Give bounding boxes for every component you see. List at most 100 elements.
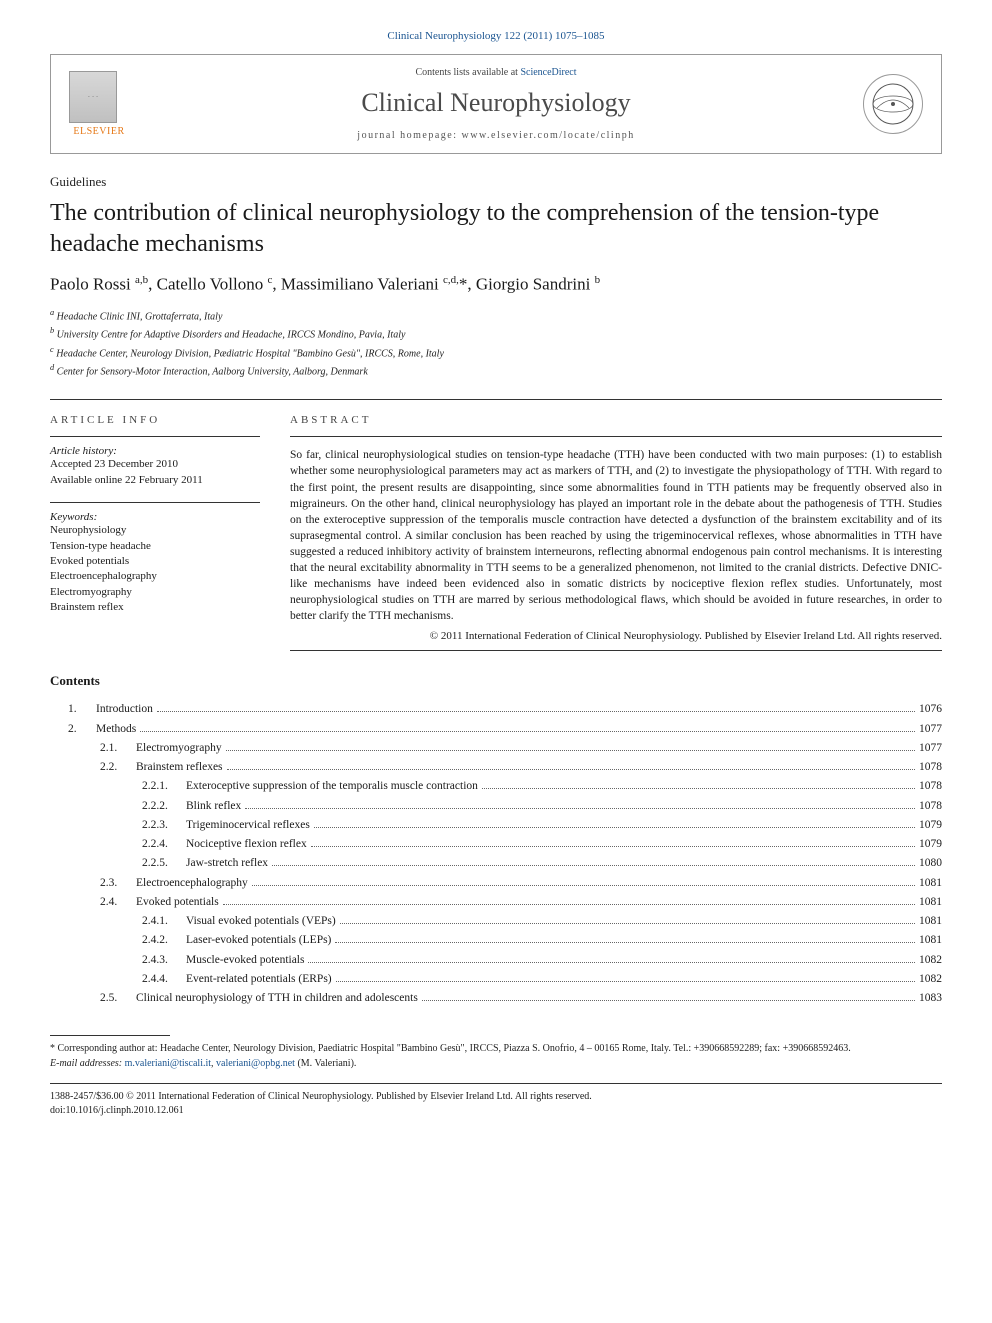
toc-entry[interactable]: 2.2.2.Blink reflex1078 <box>50 798 942 815</box>
toc-number: 2.2.3. <box>142 817 186 834</box>
toc-leader <box>314 827 915 828</box>
toc-number: 2.5. <box>100 990 136 1007</box>
affiliations: a Headache Clinic INI, Grottaferrata, It… <box>50 307 942 379</box>
keyword: Evoked potentials <box>50 554 260 569</box>
toc-number: 2.1. <box>100 740 136 757</box>
journal-header: · · · ELSEVIER Contents lists available … <box>50 54 942 154</box>
toc-number: 2.4.2. <box>142 932 186 949</box>
article-type: Guidelines <box>50 174 942 190</box>
toc-entry[interactable]: 2.4.2.Laser-evoked potentials (LEPs) 1081 <box>50 932 942 949</box>
affiliation-line: b University Centre for Adaptive Disorde… <box>50 325 942 342</box>
toc-entry[interactable]: 2.2.3.Trigeminocervical reflexes1079 <box>50 817 942 834</box>
toc-number: 2.2.4. <box>142 836 186 853</box>
contents-available-line: Contents lists available at ScienceDirec… <box>141 67 851 78</box>
abstract-column: ABSTRACT So far, clinical neurophysiolog… <box>290 414 942 651</box>
toc-page: 1077 <box>919 740 942 757</box>
toc-leader <box>340 923 915 924</box>
toc-entry[interactable]: 2.2.1.Exteroceptive suppression of the t… <box>50 778 942 795</box>
toc-entry[interactable]: 2.2.4.Nociceptive flexion reflex 1079 <box>50 836 942 853</box>
abstract-text: So far, clinical neurophysiological stud… <box>290 449 942 622</box>
toc-entry[interactable]: 2.Methods1077 <box>50 721 942 738</box>
keywords-label: Keywords: <box>50 511 260 523</box>
footer-info: 1388-2457/$36.00 © 2011 International Fe… <box>50 1090 942 1118</box>
keyword: Neurophysiology <box>50 523 260 538</box>
toc-leader <box>272 865 915 866</box>
toc-page: 1077 <box>919 721 942 738</box>
toc-entry[interactable]: 2.5.Clinical neurophysiology of TTH in c… <box>50 990 942 1007</box>
toc-page: 1078 <box>919 759 942 776</box>
toc-number: 2.4.4. <box>142 971 186 988</box>
toc-leader <box>308 962 915 963</box>
toc-label: Clinical neurophysiology of TTH in child… <box>136 990 418 1007</box>
email-link-2[interactable]: valeriani@opbg.net <box>216 1058 295 1069</box>
keyword: Brainstem reflex <box>50 600 260 615</box>
toc-number: 2.2. <box>100 759 136 776</box>
toc-number: 1. <box>68 701 96 718</box>
toc-entry[interactable]: 2.2.5.Jaw-stretch reflex 1080 <box>50 855 942 872</box>
toc-label: Methods <box>96 721 136 738</box>
toc-page: 1083 <box>919 990 942 1007</box>
toc-label: Jaw-stretch reflex <box>186 855 268 872</box>
toc-leader <box>157 711 915 712</box>
article-title: The contribution of clinical neurophysio… <box>50 198 942 260</box>
toc-page: 1078 <box>919 778 942 795</box>
toc-number: 2.4.1. <box>142 913 186 930</box>
email-link-1[interactable]: m.valeriani@tiscali.it <box>125 1058 211 1069</box>
toc-number: 2.4. <box>100 894 136 911</box>
toc-label: Laser-evoked potentials (LEPs) <box>186 932 331 949</box>
toc-label: Event-related potentials (ERPs) <box>186 971 332 988</box>
email-label: E-mail addresses: <box>50 1058 122 1069</box>
toc-entry[interactable]: 2.3.Electroencephalography1081 <box>50 875 942 892</box>
toc-page: 1079 <box>919 836 942 853</box>
toc-number: 2.2.2. <box>142 798 186 815</box>
affiliation-line: a Headache Clinic INI, Grottaferrata, It… <box>50 307 942 324</box>
toc-label: Introduction <box>96 701 153 718</box>
homepage-url[interactable]: www.elsevier.com/locate/clinph <box>462 130 635 141</box>
toc-page: 1082 <box>919 952 942 969</box>
toc-label: Nociceptive flexion reflex <box>186 836 307 853</box>
elsevier-tree-icon: · · · <box>69 71 117 123</box>
toc-entry[interactable]: 2.4.3.Muscle-evoked potentials1082 <box>50 952 942 969</box>
homepage-prefix: journal homepage: <box>357 130 461 141</box>
toc-label: Blink reflex <box>186 798 241 815</box>
affiliation-line: d Center for Sensory-Motor Interaction, … <box>50 362 942 379</box>
toc-entry[interactable]: 2.4.4.Event-related potentials (ERPs) 108… <box>50 971 942 988</box>
toc-leader <box>422 1000 915 1001</box>
header-citation: Clinical Neurophysiology 122 (2011) 1075… <box>50 30 942 42</box>
toc-label: Evoked potentials <box>136 894 219 911</box>
toc-page: 1081 <box>919 932 942 949</box>
toc-entry[interactable]: 2.4.1.Visual evoked potentials (VEPs)108… <box>50 913 942 930</box>
toc-page: 1079 <box>919 817 942 834</box>
toc-entry[interactable]: 2.1.Electromyography1077 <box>50 740 942 757</box>
toc-leader <box>482 788 915 789</box>
toc-leader <box>227 769 915 770</box>
elsevier-label: ELSEVIER <box>69 126 129 137</box>
toc-entry[interactable]: 2.4.Evoked potentials1081 <box>50 894 942 911</box>
keyword: Tension-type headache <box>50 539 260 554</box>
keyword: Electroencephalography <box>50 569 260 584</box>
toc-label: Brainstem reflexes <box>136 759 223 776</box>
ifcn-logo-icon <box>863 74 923 134</box>
toc-entry[interactable]: 2.2.Brainstem reflexes 1078 <box>50 759 942 776</box>
toc-label: Muscle-evoked potentials <box>186 952 304 969</box>
toc-page: 1080 <box>919 855 942 872</box>
toc-leader <box>226 750 915 751</box>
journal-homepage: journal homepage: www.elsevier.com/locat… <box>141 130 851 141</box>
toc-leader <box>335 942 915 943</box>
toc-page: 1082 <box>919 971 942 988</box>
toc-leader <box>223 904 915 905</box>
toc-label: Exteroceptive suppression of the tempora… <box>186 778 478 795</box>
table-of-contents: 1.Introduction10762.Methods10772.1.Elect… <box>50 701 942 1007</box>
email-tail: (M. Valeriani). <box>295 1058 356 1069</box>
abstract-copyright: © 2011 International Federation of Clini… <box>290 630 942 642</box>
author-list: Paolo Rossi a,b, Catello Vollono c, Mass… <box>50 274 942 295</box>
toc-leader <box>252 885 915 886</box>
sciencedirect-link[interactable]: ScienceDirect <box>520 67 576 78</box>
toc-entry[interactable]: 1.Introduction1076 <box>50 701 942 718</box>
toc-number: 2.2.5. <box>142 855 186 872</box>
toc-leader <box>336 981 915 982</box>
contents-prefix: Contents lists available at <box>415 67 520 78</box>
affiliation-line: c Headache Center, Neurology Division, P… <box>50 344 942 361</box>
toc-page: 1081 <box>919 875 942 892</box>
toc-label: Electroencephalography <box>136 875 248 892</box>
